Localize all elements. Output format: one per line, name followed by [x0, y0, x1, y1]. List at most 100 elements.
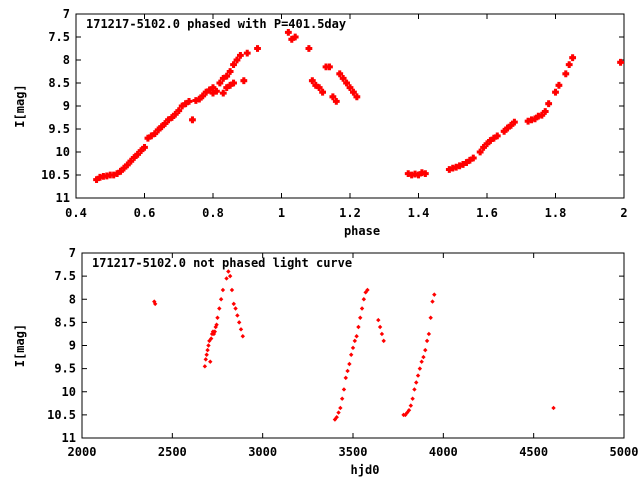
y-tick-label: 8: [63, 53, 70, 67]
data-point: [565, 61, 573, 68]
data-point: [254, 45, 261, 52]
x-tick-label: 0.6: [134, 206, 156, 220]
data-point: [562, 70, 570, 78]
data-point: [204, 352, 209, 357]
data-point: [412, 387, 417, 392]
data-point: [456, 162, 463, 170]
data-point: [141, 144, 148, 151]
data-point: [110, 171, 118, 179]
data-point: [219, 75, 227, 82]
data-point: [359, 306, 365, 311]
chart-title: 171217-5102.0 not phased light curve: [92, 256, 352, 270]
data-point: [158, 123, 166, 131]
data-point: [358, 315, 363, 320]
data-point: [226, 81, 234, 89]
data-point: [466, 156, 474, 164]
data-point: [218, 297, 224, 302]
data-point: [476, 148, 484, 156]
data-point: [202, 364, 208, 369]
data-point: [322, 63, 330, 71]
data-point: [123, 161, 131, 169]
data-point: [354, 334, 359, 339]
data-point: [120, 164, 128, 172]
data-point: [504, 124, 511, 132]
data-point: [534, 112, 542, 120]
data-point: [421, 354, 426, 360]
data-point: [326, 63, 333, 71]
data-point: [233, 306, 238, 311]
data-point: [168, 114, 176, 121]
data-point: [199, 92, 207, 100]
data-point: [137, 147, 145, 155]
data-point: [154, 126, 162, 134]
data-point: [217, 306, 222, 311]
y-tick-label: 10: [62, 385, 76, 399]
data-point: [206, 343, 211, 348]
data-point: [96, 173, 104, 181]
data-point: [205, 347, 210, 353]
x-tick-label: 5000: [610, 445, 639, 459]
data-point: [209, 84, 217, 91]
data-point: [212, 329, 217, 334]
data-point: [339, 75, 347, 82]
data-point: [353, 93, 361, 101]
data-point: [214, 322, 219, 327]
data-point: [541, 108, 549, 115]
data-point: [545, 100, 553, 108]
data-point: [459, 161, 467, 168]
data-point: [308, 77, 316, 85]
x-axis-label: phase: [344, 224, 380, 238]
data-point: [144, 134, 152, 142]
data-point: [463, 159, 470, 166]
data-point: [329, 93, 337, 101]
data-point: [377, 324, 383, 330]
data-point: [185, 98, 193, 105]
data-point: [507, 121, 515, 129]
data-point: [216, 79, 224, 87]
data-point: [215, 315, 220, 320]
data-point: [432, 292, 437, 297]
x-axis-label: hjd0: [351, 463, 380, 477]
x-tick-label: 0.4: [65, 206, 87, 220]
data-point: [202, 88, 210, 96]
data-point: [208, 336, 214, 341]
data-point: [414, 380, 419, 385]
y-tick-label: 10.5: [47, 408, 76, 422]
data-point: [415, 171, 422, 179]
x-tick-label: 1.2: [339, 206, 361, 220]
data-point: [408, 171, 416, 179]
y-tick-label: 9: [63, 99, 70, 113]
data-point: [346, 84, 354, 91]
data-point: [291, 33, 299, 41]
data-point: [417, 366, 423, 371]
data-point: [406, 408, 412, 413]
data-point: [240, 334, 245, 339]
x-tick-label: 3500: [339, 445, 368, 459]
data-point: [235, 313, 240, 318]
data-point: [213, 324, 218, 330]
data-point: [223, 72, 231, 80]
data-point: [421, 170, 429, 178]
chart-panel-1: 0.4 0.6 0.8 1 1.2 1.4 1.6 1.8 2 7 7.5 8 8.5 9 9.5 10 10.…: [13, 7, 628, 238]
data-point: [219, 89, 227, 97]
chart-title: 171217-5102.0 phased with P=401.5day: [86, 17, 346, 31]
data-point: [312, 81, 320, 89]
data-point: [350, 88, 357, 96]
data-point: [424, 338, 430, 344]
data-point: [192, 97, 200, 104]
data-point: [117, 167, 124, 175]
x-tick-label: 0.8: [202, 206, 224, 220]
data-point: [452, 163, 460, 171]
data-point: [227, 273, 233, 279]
data-point: [381, 338, 386, 344]
x-tick-label: 1: [278, 206, 285, 220]
data-point: [379, 331, 385, 337]
y-tick-label: 11: [56, 191, 70, 205]
data-point: [208, 359, 213, 364]
data-point: [230, 61, 237, 68]
data-point: [449, 164, 457, 172]
data-point: [617, 58, 624, 66]
data-point: [209, 89, 217, 97]
data-point: [551, 405, 556, 411]
x-tick-label: 2: [620, 206, 627, 220]
